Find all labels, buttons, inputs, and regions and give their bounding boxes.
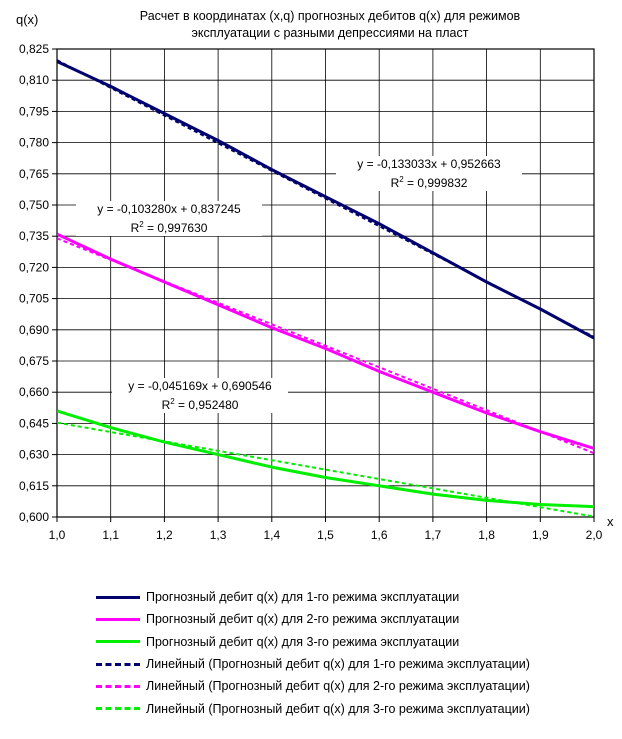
x-tick-label: 1,1 xyxy=(102,528,119,542)
legend-swatch-series-3 xyxy=(96,640,140,644)
chart-title: Расчет в координатах (x,q) прогнозных де… xyxy=(60,8,600,42)
legend-label-trend-3: Линейный (Прогнозный дебит q(x) для 3-го… xyxy=(146,701,530,716)
y-tick-label: 0,705 xyxy=(19,292,49,306)
trendline-1-r2: R2 = 0,999832 xyxy=(390,175,468,190)
trendline-3-equation: y = -0,045169x + 0,690546 xyxy=(128,379,272,393)
legend-label-trend-1: Линейный (Прогнозный дебит q(x) для 1-го… xyxy=(146,657,530,672)
legend-item-series-3: Прогнозный дебит q(x) для 3-го режима эк… xyxy=(96,631,530,653)
series-line-2 xyxy=(57,232,594,450)
legend-label-trend-2: Линейный (Прогнозный дебит q(x) для 2-го… xyxy=(146,679,530,694)
legend-swatch-series-2 xyxy=(96,617,140,621)
x-tick-label: 1,5 xyxy=(317,528,334,542)
trendline-2-equation: y = -0,103280x + 0,837245 xyxy=(97,202,241,216)
legend-swatch-trend-2 xyxy=(96,684,140,688)
chart-legend: Прогнозный дебит q(x) для 1-го режима эк… xyxy=(96,586,530,720)
y-tick-label: 0,735 xyxy=(19,229,49,243)
y-tick-label: 0,630 xyxy=(19,448,49,462)
trendline-2-equation-box: y = -0,103280x + 0,837245 R2 = 0,997630 xyxy=(76,201,262,236)
x-tick-label: 1,8 xyxy=(478,528,495,542)
x-tick-label: 1,4 xyxy=(263,528,280,542)
y-tick-label: 0,690 xyxy=(19,323,49,337)
trendline-3-r2: R2 = 0,952480 xyxy=(161,397,239,412)
y-tick-label: 0,780 xyxy=(19,136,49,150)
legend-label-series-3: Прогнозный дебит q(x) для 3-го режима эк… xyxy=(146,634,460,649)
legend-swatch-series-1 xyxy=(96,595,140,599)
x-tick-label: 2,0 xyxy=(586,528,603,542)
x-tick-label: 1,2 xyxy=(156,528,173,542)
chart-title-line-2: эксплуатации с разными депрессиями на пл… xyxy=(191,26,469,40)
trendline-1-equation: y = -0,133033x + 0,952663 xyxy=(357,157,501,171)
x-tick-label: 1,3 xyxy=(210,528,227,542)
y-tick-label: 0,795 xyxy=(19,104,49,118)
x-axis-label: x xyxy=(607,514,614,529)
legend-label-series-1: Прогнозный дебит q(x) для 1-го режима эк… xyxy=(146,590,460,605)
y-tick-label: 0,600 xyxy=(19,510,49,524)
legend-item-trend-1: Линейный (Прогнозный дебит q(x) для 1-го… xyxy=(96,653,530,675)
x-tick-label: 1,9 xyxy=(532,528,549,542)
legend-item-trend-3: Линейный (Прогнозный дебит q(x) для 3-го… xyxy=(96,697,530,719)
x-tick-label: 1,0 xyxy=(49,528,66,542)
legend-label-series-2: Прогнозный дебит q(x) для 2-го режима эк… xyxy=(146,612,460,627)
trendline-2 xyxy=(57,237,594,455)
y-axis-label: q(x) xyxy=(16,12,39,27)
y-tick-label: 0,750 xyxy=(19,198,49,212)
y-tick-label: 0,675 xyxy=(19,354,49,368)
legend-item-series-1: Прогнозный дебит q(x) для 1-го режима эк… xyxy=(96,586,530,608)
series-line-1 xyxy=(57,60,594,340)
y-tick-label: 0,615 xyxy=(19,479,49,493)
y-tick-label: 0,645 xyxy=(19,416,49,430)
legend-swatch-trend-3 xyxy=(96,707,140,711)
trendline-1-equation-box: y = -0,133033x + 0,952663 R2 = 0,999832 xyxy=(336,156,522,191)
legend-item-trend-2: Линейный (Прогнозный дебит q(x) для 2-го… xyxy=(96,675,530,697)
x-tick-label: 1,6 xyxy=(371,528,388,542)
plot-border xyxy=(56,48,595,518)
chart-title-line-1: Расчет в координатах (x,q) прогнозных де… xyxy=(139,9,521,23)
y-tick-label: 0,720 xyxy=(19,260,49,274)
trendline-3-equation-box: y = -0,045169x + 0,690546 R2 = 0,952480 xyxy=(112,378,288,413)
y-tick-label: 0,765 xyxy=(19,167,49,181)
y-tick-label: 0,810 xyxy=(19,73,49,87)
series-line-3 xyxy=(57,409,594,509)
y-tick-label: 0,825 xyxy=(19,42,49,56)
legend-item-series-2: Прогнозный дебит q(x) для 2-го режима эк… xyxy=(96,608,530,630)
x-tick-label: 1,7 xyxy=(425,528,442,542)
legend-swatch-trend-1 xyxy=(96,662,140,666)
y-tick-label: 0,660 xyxy=(19,385,49,399)
trendline-1 xyxy=(57,59,594,338)
trendline-2-r2: R2 = 0,997630 xyxy=(130,220,208,235)
